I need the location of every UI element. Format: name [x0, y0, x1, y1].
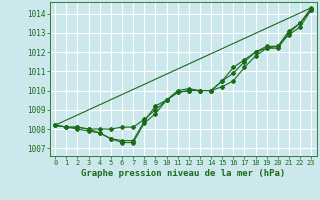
- X-axis label: Graphe pression niveau de la mer (hPa): Graphe pression niveau de la mer (hPa): [81, 169, 285, 178]
